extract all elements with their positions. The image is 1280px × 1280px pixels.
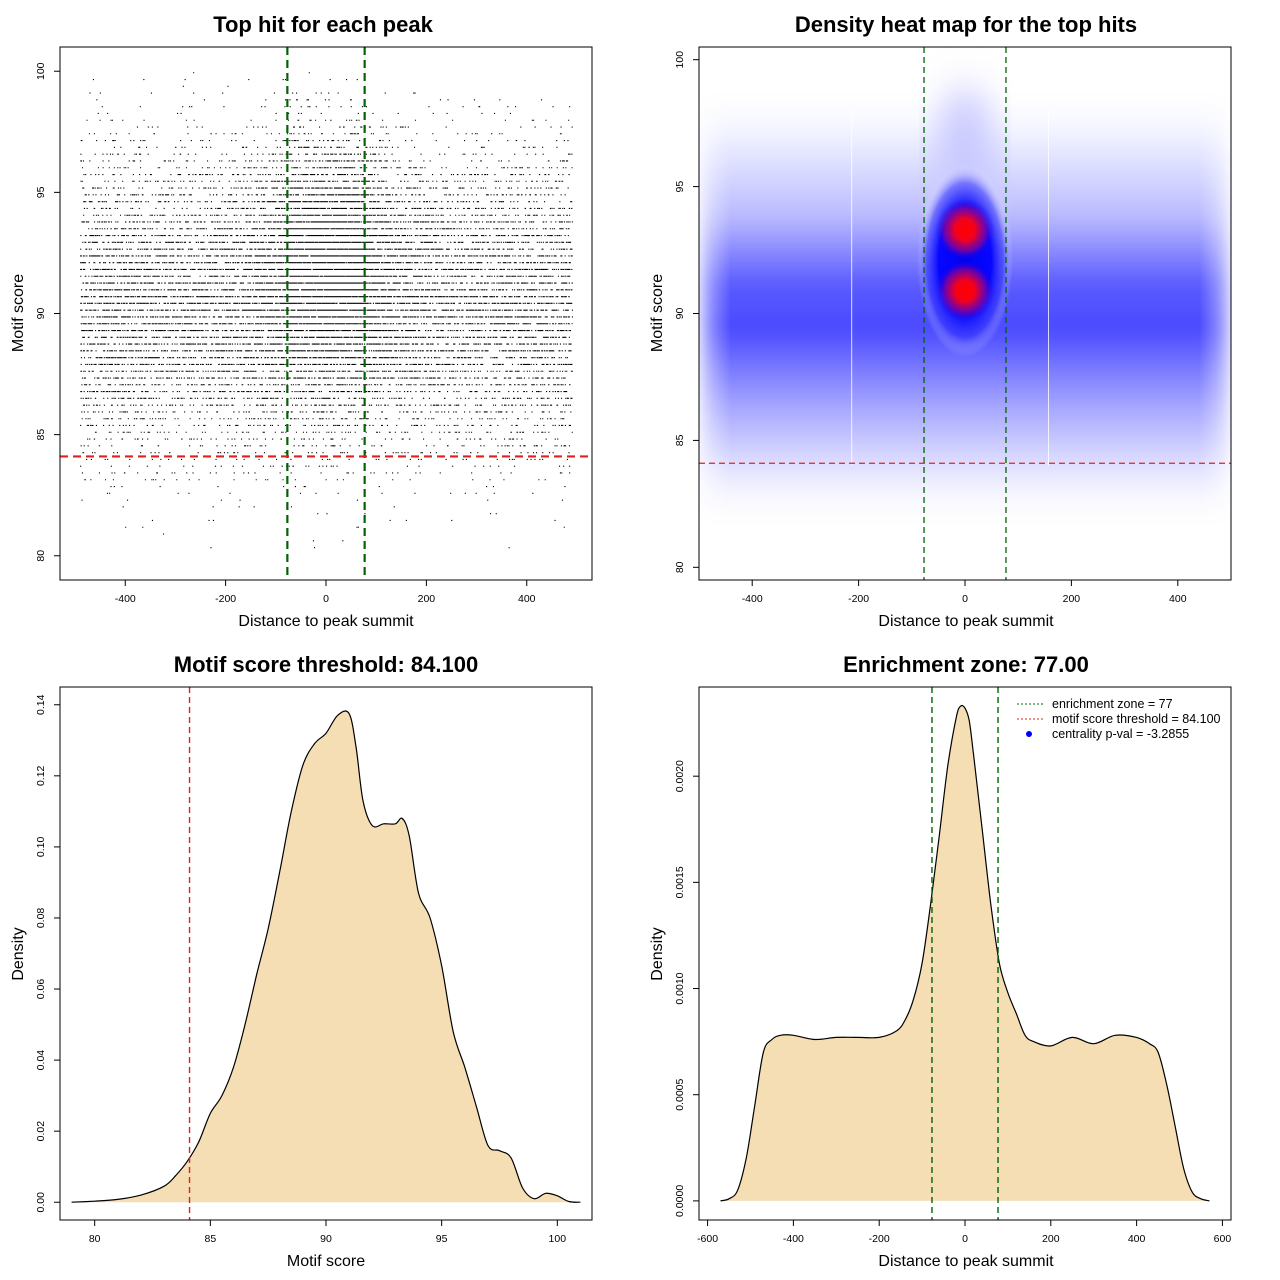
distance-density-title: Enrichment zone: 77.00 (843, 652, 1089, 677)
distance-density-y-tick-label: 0.0015 (674, 866, 686, 898)
score-density-x-tick-label: 95 (436, 1233, 448, 1245)
distance-density-legend: enrichment zone = 77 motif score thresho… (1017, 697, 1221, 741)
heatmap-x-tick-label: -400 (742, 593, 763, 605)
heatmap-title: Density heat map for the top hits (795, 12, 1137, 37)
distance-density-reference-lines (931, 687, 999, 1220)
distance-density-y-tick-label: 0.0020 (674, 760, 686, 792)
score-density-y-tick-label: 0.00 (35, 1192, 47, 1213)
scatter-y-tick-label: 80 (35, 550, 47, 562)
distance-density-x-tick-label: -400 (783, 1233, 804, 1245)
heatmap-y-tick-label: 80 (674, 561, 686, 573)
distance-density-x-tick-label: 0 (962, 1233, 968, 1245)
distance-density-x-tick-label: 200 (1042, 1233, 1060, 1245)
legend-centrality-pval-label: centrality p-val = -3.2855 (1052, 727, 1189, 741)
scatter-x-tick-label: -400 (115, 593, 136, 605)
distance-density-y-tick-label: 0.0005 (674, 1079, 686, 1111)
distance-density-x-tick-label: -600 (697, 1233, 718, 1245)
scatter-y-tick-label: 85 (35, 429, 47, 441)
heatmap-hotspot (935, 199, 995, 261)
heatmap-x-tick-label: 400 (1169, 593, 1187, 605)
distance-density-x-tick-label: 400 (1128, 1233, 1146, 1245)
scatter-y-tick-label: 100 (35, 62, 47, 80)
heatmap-y-tick-label: 90 (674, 308, 686, 320)
score-density-x-tick-label: 100 (549, 1233, 567, 1245)
score-density-y-tick-label: 0.12 (35, 765, 47, 786)
heatmap-x-tick-label: -200 (848, 593, 869, 605)
scatter-x-label: Distance to peak summit (238, 613, 414, 630)
legend-enrichment-zone-label: enrichment zone = 77 (1052, 697, 1173, 711)
scatter-points (80, 72, 573, 549)
score-density-y-tick-label: 0.04 (35, 1050, 47, 1071)
heatmap-reference-lines (699, 47, 1231, 580)
scatter-x-tick-label: 0 (323, 593, 329, 605)
score-density-area (71, 710, 581, 1203)
heatmap-x-tick-label: 0 (962, 593, 968, 605)
heatmap-hotspot (935, 259, 995, 322)
heatmap-x-label: Distance to peak summit (878, 613, 1054, 630)
scatter-y-tick-label: 90 (35, 308, 47, 320)
distance-density-y-tick-label: 0.0000 (674, 1185, 686, 1217)
scatter-y-label: Motif score (10, 274, 27, 352)
score-density-y-tick-label: 0.06 (35, 979, 47, 1000)
scatter-point-cloud (80, 72, 573, 549)
score-density-fill (71, 710, 581, 1203)
scatter-y-tick-label: 95 (35, 186, 47, 198)
scatter-x-tick-label: 200 (418, 593, 436, 605)
distance-density-panel: Enrichment zone: 77.00 -600 -400 -200 0 200 4… (649, 652, 1232, 1270)
heatmap-y-label: Motif score (649, 274, 666, 352)
heatmap-y-tick-label: 85 (674, 434, 686, 446)
heatmap-density (699, 47, 1231, 580)
score-density-y-tick-label: 0.10 (35, 837, 47, 858)
scatter-x-tick-label: 400 (518, 593, 536, 605)
legend-centrality-pval-swatch (1026, 731, 1032, 737)
distance-density-y-label: Density (649, 927, 666, 980)
scatter-title: Top hit for each peak (213, 12, 433, 37)
distance-density-fill (720, 705, 1210, 1201)
score-density-axes: 80 85 90 95 100 0.00 0.02 0.04 0.06 0.08 0.10 0.12 0… (35, 694, 566, 1245)
score-density-curve (71, 710, 581, 1203)
score-density-x-tick-label: 85 (205, 1233, 217, 1245)
legend-motif-threshold-label: motif score threshold = 84.100 (1052, 712, 1221, 726)
distance-density-x-label: Distance to peak summit (878, 1253, 1054, 1270)
distance-density-x-tick-label: -200 (869, 1233, 890, 1245)
score-density-y-tick-label: 0.02 (35, 1121, 47, 1142)
heatmap-y-tick-label: 95 (674, 181, 686, 193)
heatmap-axes: -400 -200 0 200 400 80 85 90 95 100 (674, 51, 1187, 605)
scatter-axes: -400 -200 0 200 400 80 85 90 95 100 (35, 62, 536, 605)
score-density-x-tick-label: 80 (89, 1233, 101, 1245)
score-density-x-tick-label: 90 (320, 1233, 332, 1245)
score-density-y-label: Density (10, 927, 27, 980)
scatter-plot-frame (59, 46, 593, 581)
scatter-x-tick-label: -200 (215, 593, 236, 605)
distance-density-y-tick-label: 0.0010 (674, 972, 686, 1004)
score-density-title: Motif score threshold: 84.100 (174, 652, 478, 677)
score-density-panel: Motif score threshold: 84.100 80 85 90 95 10… (10, 652, 593, 1270)
distance-density-x-tick-label: 600 (1214, 1233, 1232, 1245)
scatter-reference-lines (60, 47, 592, 580)
score-density-y-tick-label: 0.08 (35, 908, 47, 929)
heatmap-x-tick-label: 200 (1063, 593, 1081, 605)
heatmap-panel: Density heat map for the top hits -400 -2… (649, 12, 1232, 630)
distance-density-area (720, 704, 1210, 1202)
score-density-x-label: Motif score (287, 1253, 365, 1270)
distance-density-curve (720, 704, 1210, 1202)
score-density-y-tick-label: 0.14 (35, 694, 47, 715)
heatmap-y-tick-label: 100 (674, 51, 686, 69)
scatter-panel: Top hit for each peak -400 -200 0 200 400 80 8… (10, 12, 593, 630)
distance-density-axes: -600 -400 -200 0 200 400 600 0.0000 0.0005 0.0010… (674, 760, 1231, 1245)
